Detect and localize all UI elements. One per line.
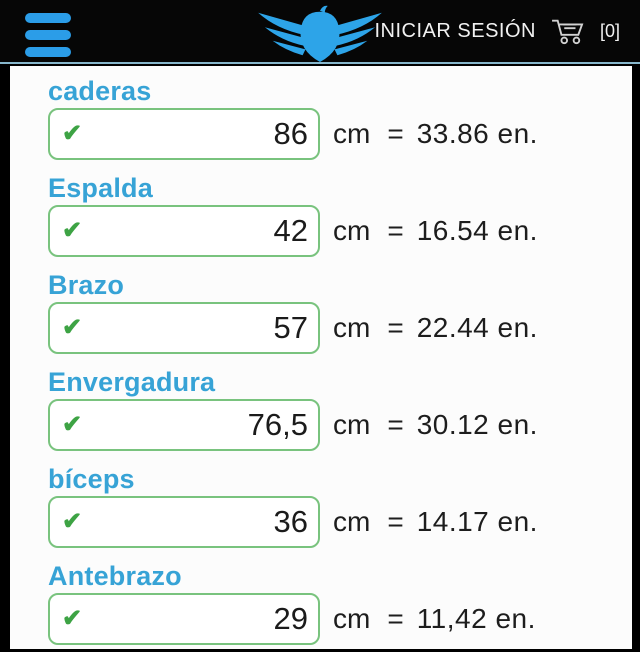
converted-value: 11,42 en. bbox=[416, 603, 536, 634]
converted-value: 22.44 en. bbox=[416, 312, 538, 343]
measurement-row-brazo: Brazo ✔ cm = 22.44 en. bbox=[48, 268, 632, 354]
valid-check-icon: ✔ bbox=[62, 314, 83, 341]
valid-check-icon: ✔ bbox=[62, 508, 83, 535]
measurement-row-antebrazo: Antebrazo ✔ cm = 11,42 en. bbox=[48, 559, 632, 645]
unit-label: cm bbox=[333, 118, 371, 149]
measurement-form: caderas ✔ cm = 33.86 en. Espalda ✔ cm = … bbox=[10, 66, 632, 649]
measurement-input-box[interactable]: ✔ bbox=[48, 399, 320, 451]
winged-acorn-logo-icon[interactable] bbox=[253, 4, 387, 62]
measurement-label: Antebrazo bbox=[48, 561, 182, 591]
measurement-value-input[interactable] bbox=[82, 407, 308, 443]
measurement-label: Espalda bbox=[48, 173, 153, 203]
measurement-value-input[interactable] bbox=[82, 601, 308, 637]
measurement-value-input[interactable] bbox=[82, 310, 308, 346]
valid-check-icon: ✔ bbox=[62, 217, 83, 244]
measurement-label: caderas bbox=[48, 76, 152, 106]
valid-check-icon: ✔ bbox=[62, 411, 83, 438]
measurement-label: bíceps bbox=[48, 464, 135, 494]
equals-sign: = bbox=[387, 603, 404, 634]
login-button[interactable]: INICIAR SESIÓN bbox=[374, 19, 536, 42]
measurement-row-biceps: bíceps ✔ cm = 14.17 en. bbox=[48, 462, 632, 548]
equals-sign: = bbox=[387, 215, 404, 246]
converted-value: 30.12 en. bbox=[416, 409, 538, 440]
measurement-input-box[interactable]: ✔ bbox=[48, 593, 320, 645]
hamburger-menu-icon[interactable] bbox=[25, 13, 71, 57]
unit-label: cm bbox=[333, 603, 371, 634]
equals-sign: = bbox=[387, 506, 404, 537]
measurement-value-input[interactable] bbox=[82, 504, 308, 540]
unit-label: cm bbox=[333, 506, 371, 537]
converted-value: 14.17 en. bbox=[416, 506, 538, 537]
equals-sign: = bbox=[387, 312, 404, 343]
measurement-value-input[interactable] bbox=[82, 116, 308, 152]
measurement-input-box[interactable]: ✔ bbox=[48, 496, 320, 548]
converted-value: 16.54 en. bbox=[416, 215, 538, 246]
equals-sign: = bbox=[387, 409, 404, 440]
measurement-value-input[interactable] bbox=[82, 213, 308, 249]
cart-count-badge: [0] bbox=[599, 20, 620, 41]
unit-label: cm bbox=[333, 409, 371, 440]
app-header: INICIAR SESIÓN [0] bbox=[0, 0, 640, 64]
converted-value: 33.86 en. bbox=[416, 118, 538, 149]
equals-sign: = bbox=[387, 118, 404, 149]
valid-check-icon: ✔ bbox=[62, 120, 83, 147]
measurement-input-box[interactable]: ✔ bbox=[48, 205, 320, 257]
unit-label: cm bbox=[333, 215, 371, 246]
measurement-row-caderas: caderas ✔ cm = 33.86 en. bbox=[48, 74, 632, 160]
measurement-label: Brazo bbox=[48, 270, 125, 300]
valid-check-icon: ✔ bbox=[62, 605, 83, 632]
unit-label: cm bbox=[333, 312, 371, 343]
shopping-cart-icon[interactable] bbox=[550, 16, 586, 46]
measurement-row-envergadura: Envergadura ✔ cm = 30.12 en. bbox=[48, 365, 632, 451]
measurement-input-box[interactable]: ✔ bbox=[48, 302, 320, 354]
measurement-input-box[interactable]: ✔ bbox=[48, 108, 320, 160]
measurement-label: Envergadura bbox=[48, 367, 216, 397]
measurement-row-espalda: Espalda ✔ cm = 16.54 en. bbox=[48, 171, 632, 257]
